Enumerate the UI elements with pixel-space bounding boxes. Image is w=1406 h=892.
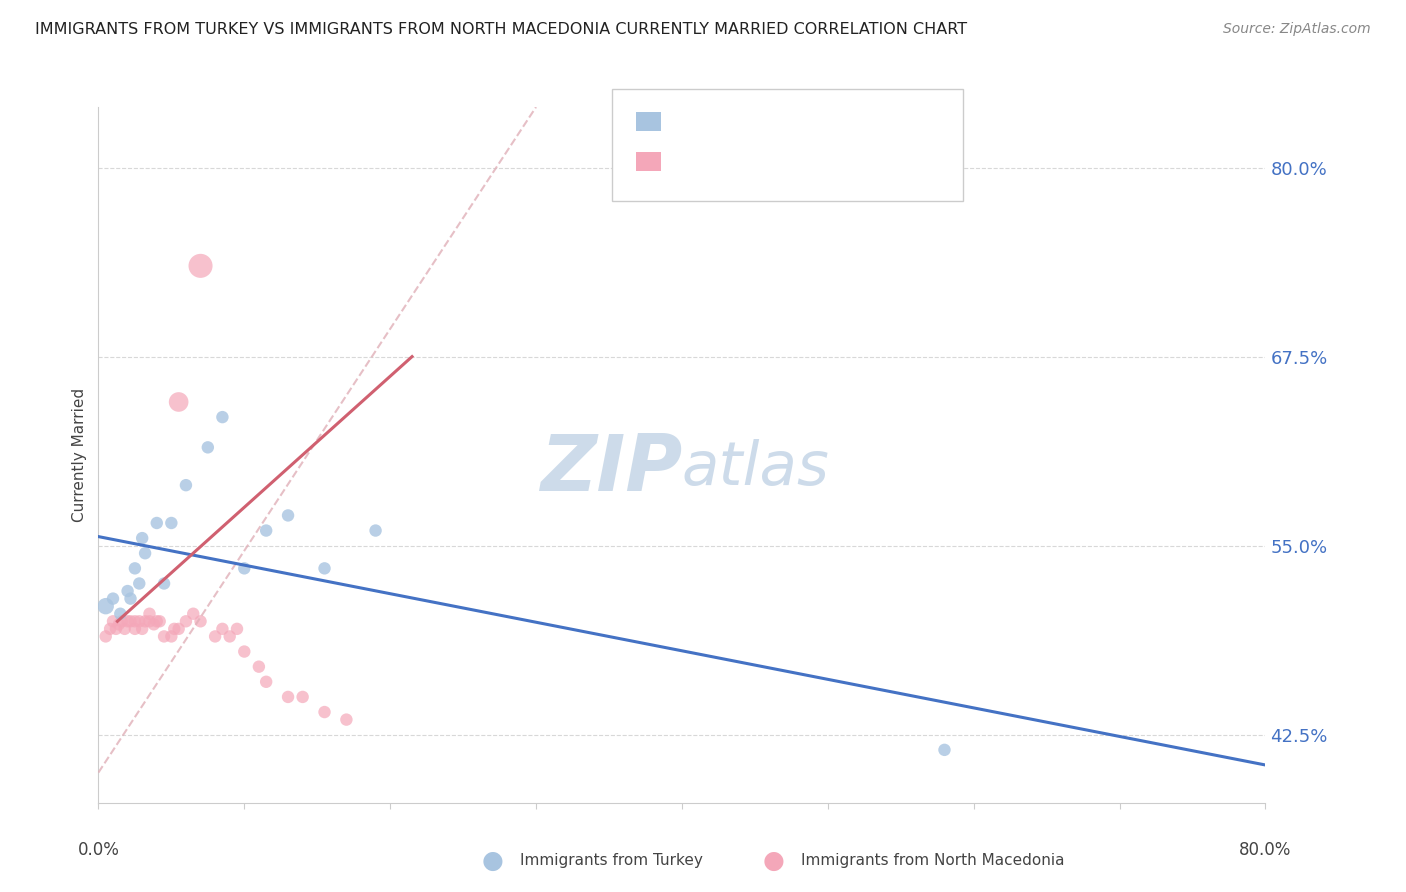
Point <box>190 259 212 273</box>
Point <box>128 615 150 629</box>
Point <box>101 615 124 629</box>
Text: IMMIGRANTS FROM TURKEY VS IMMIGRANTS FROM NORTH MACEDONIA CURRENTLY MARRIED CORR: IMMIGRANTS FROM TURKEY VS IMMIGRANTS FRO… <box>35 22 967 37</box>
Point <box>181 607 204 621</box>
Text: ZIP: ZIP <box>540 431 682 507</box>
Point <box>117 584 139 599</box>
Point <box>134 615 156 629</box>
Text: N =: N = <box>799 112 835 130</box>
Point <box>124 615 146 629</box>
Point <box>226 622 249 636</box>
Text: R =: R = <box>672 112 709 130</box>
Point <box>146 615 169 629</box>
Text: atlas: atlas <box>682 440 830 499</box>
Point <box>204 629 226 643</box>
Point <box>101 591 124 606</box>
Point <box>114 622 136 636</box>
Point <box>247 659 270 673</box>
Text: 37: 37 <box>837 153 860 170</box>
Text: -0.320: -0.320 <box>714 112 773 130</box>
Point <box>110 607 132 621</box>
Point <box>138 615 160 629</box>
Point <box>211 410 233 425</box>
Point <box>218 629 240 643</box>
Point <box>153 629 176 643</box>
Text: Immigrants from North Macedonia: Immigrants from North Macedonia <box>801 854 1064 868</box>
Text: ●: ● <box>481 849 503 872</box>
Point <box>142 617 165 632</box>
Point <box>120 591 142 606</box>
Text: 0.415: 0.415 <box>714 153 772 170</box>
Point <box>190 615 212 629</box>
Point <box>104 622 127 636</box>
Point <box>233 644 256 658</box>
Text: 0.0%: 0.0% <box>77 840 120 859</box>
Point <box>153 576 176 591</box>
Point <box>211 622 233 636</box>
Point <box>124 622 146 636</box>
Point <box>314 705 336 719</box>
Point <box>94 629 117 643</box>
Text: Source: ZipAtlas.com: Source: ZipAtlas.com <box>1223 22 1371 37</box>
Point <box>117 615 139 629</box>
Point <box>291 690 314 704</box>
Point <box>335 713 357 727</box>
Point <box>146 516 169 530</box>
Point <box>174 615 197 629</box>
Point <box>120 615 142 629</box>
Text: ●: ● <box>762 849 785 872</box>
Point <box>108 617 131 632</box>
Point <box>131 531 153 545</box>
Point <box>167 622 190 636</box>
Point <box>364 524 387 538</box>
Point <box>149 615 172 629</box>
Point <box>254 524 277 538</box>
Point <box>174 478 197 492</box>
Y-axis label: Currently Married: Currently Married <box>72 388 87 522</box>
Point <box>277 690 299 704</box>
Text: 80.0%: 80.0% <box>1239 840 1292 859</box>
Text: Immigrants from Turkey: Immigrants from Turkey <box>520 854 703 868</box>
Text: R =: R = <box>672 153 709 170</box>
Point <box>94 599 117 614</box>
Point <box>163 622 186 636</box>
Point <box>934 743 956 757</box>
Text: N =: N = <box>799 153 835 170</box>
Point <box>98 622 121 636</box>
Point <box>277 508 299 523</box>
Point <box>124 561 146 575</box>
Point <box>167 395 190 409</box>
Point <box>128 576 150 591</box>
Point <box>131 622 153 636</box>
Point <box>254 674 277 689</box>
Point <box>138 607 160 621</box>
Point <box>134 546 156 560</box>
Point <box>233 561 256 575</box>
Point <box>111 615 134 629</box>
Point <box>197 441 219 455</box>
Point <box>160 516 183 530</box>
Point <box>314 561 336 575</box>
Text: 21: 21 <box>837 112 859 130</box>
Point <box>160 629 183 643</box>
